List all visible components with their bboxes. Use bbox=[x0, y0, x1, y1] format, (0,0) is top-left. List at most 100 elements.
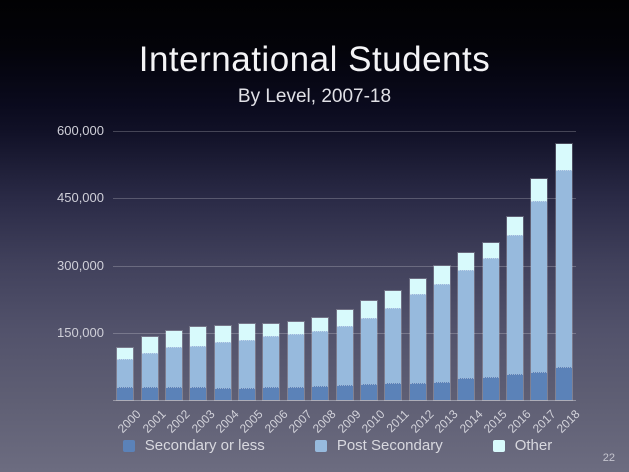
bar-segment-post-secondary bbox=[409, 293, 426, 383]
bar-segment-secondary-or-less bbox=[507, 374, 524, 400]
bar-segment-secondary-or-less bbox=[433, 381, 450, 400]
bar-segment-other bbox=[239, 324, 256, 340]
y-axis-tick-label: 600,000 bbox=[57, 123, 104, 138]
slide-subtitle: By Level, 2007-18 bbox=[237, 86, 392, 107]
bar-stack-2003 bbox=[189, 326, 208, 401]
bar-segment-secondary-or-less bbox=[531, 371, 548, 400]
bar-segment-other bbox=[458, 252, 475, 270]
x-axis-label: 2016 bbox=[505, 407, 534, 436]
bar-stack-2008 bbox=[311, 317, 330, 401]
bar-segment-post-secondary bbox=[117, 359, 134, 388]
bar-segment-other bbox=[482, 243, 499, 258]
bar-segment-other bbox=[433, 265, 450, 284]
bar-segment-other bbox=[190, 327, 207, 346]
bar-segment-post-secondary bbox=[165, 346, 182, 387]
bar-stack-2010 bbox=[359, 300, 378, 401]
legend-label: Post Secondary bbox=[336, 437, 443, 454]
x-axis-label: 2007 bbox=[285, 407, 315, 436]
gridline bbox=[113, 131, 576, 132]
bar-stack-2015 bbox=[481, 242, 500, 401]
bar-segment-other bbox=[287, 322, 304, 334]
bar-segment-secondary-or-less bbox=[482, 377, 499, 400]
bar-segment-secondary-or-less bbox=[214, 387, 231, 400]
x-axis-line bbox=[113, 400, 576, 401]
bar-stack-2005 bbox=[238, 323, 257, 401]
x-axis-label: 2002 bbox=[164, 407, 193, 436]
legend-swatch-icon bbox=[122, 439, 135, 452]
bar-segment-secondary-or-less bbox=[165, 386, 182, 400]
y-axis-tick-label: 450,000 bbox=[57, 190, 104, 206]
x-axis-label: 2003 bbox=[188, 407, 218, 436]
x-axis-label: 2018 bbox=[553, 407, 583, 436]
bar-segment-other bbox=[409, 278, 426, 294]
bar-stack-2001 bbox=[140, 336, 159, 401]
bar-segment-secondary-or-less bbox=[287, 387, 304, 400]
chart-legend: Secondary or less Post Secondary Other bbox=[0, 437, 629, 454]
bar-segment-post-secondary bbox=[385, 307, 402, 384]
bar-segment-post-secondary bbox=[433, 283, 450, 382]
bar-segment-other bbox=[531, 179, 548, 201]
bar-segment-post-secondary bbox=[263, 335, 280, 388]
legend-item: Other bbox=[492, 437, 553, 454]
bar-segment-secondary-or-less bbox=[360, 384, 377, 400]
bar-segment-post-secondary bbox=[531, 200, 548, 372]
bar-segment-other bbox=[214, 325, 231, 342]
bar-stack-2000 bbox=[116, 346, 135, 402]
bar-stack-2004 bbox=[213, 324, 232, 402]
bar-stack-2016 bbox=[506, 215, 525, 402]
x-axis-label: 2005 bbox=[237, 407, 266, 436]
bar-segment-secondary-or-less bbox=[385, 383, 402, 400]
bar-segment-secondary-or-less bbox=[190, 387, 207, 400]
bar-stack-2011 bbox=[384, 289, 403, 402]
y-axis-tick-label: 150,000 bbox=[57, 324, 104, 340]
x-axis-label: 2001 bbox=[139, 407, 169, 436]
bar-segment-other bbox=[507, 216, 524, 236]
x-axis-label: 2000 bbox=[115, 407, 145, 436]
bar-segment-secondary-or-less bbox=[312, 385, 329, 400]
legend-item: Post Secondary bbox=[314, 437, 443, 454]
bar-segment-post-secondary bbox=[360, 317, 377, 385]
bar-stack-2009 bbox=[335, 309, 354, 401]
bar-segment-other bbox=[555, 143, 572, 170]
bar-stack-2012 bbox=[408, 277, 427, 402]
bar-stack-2002 bbox=[164, 329, 183, 402]
x-axis-label: 2013 bbox=[432, 407, 461, 436]
bar-segment-post-secondary bbox=[190, 345, 207, 387]
gridline bbox=[113, 265, 576, 267]
bar-segment-post-secondary bbox=[507, 235, 524, 375]
bar-segment-secondary-or-less bbox=[141, 386, 158, 400]
x-axis-label: 2011 bbox=[383, 407, 413, 436]
bar-segment-secondary-or-less bbox=[555, 366, 572, 400]
x-axis-label: 2014 bbox=[456, 407, 486, 436]
x-axis-label: 2004 bbox=[212, 407, 242, 436]
bar-stack-2014 bbox=[457, 251, 476, 402]
bar-segment-post-secondary bbox=[555, 169, 572, 367]
bar-segment-secondary-or-less bbox=[336, 385, 353, 400]
gridline bbox=[113, 198, 576, 200]
bar-segment-secondary-or-less bbox=[239, 387, 256, 400]
bar-segment-post-secondary bbox=[458, 269, 475, 379]
bar-segment-secondary-or-less bbox=[458, 378, 475, 400]
bar-segment-other bbox=[165, 330, 182, 347]
y-axis-tick-label: 300,000 bbox=[57, 257, 104, 273]
bar-segment-post-secondary bbox=[336, 326, 353, 386]
legend-item: Secondary or less bbox=[122, 437, 265, 454]
bar-stack-2018 bbox=[554, 142, 573, 402]
bar-stack-2007 bbox=[286, 321, 305, 401]
bar-segment-other bbox=[263, 323, 280, 336]
bar-segment-post-secondary bbox=[287, 333, 304, 387]
x-axis-label: 2006 bbox=[261, 407, 291, 436]
bar-stack-2017 bbox=[530, 178, 549, 401]
bar-segment-post-secondary bbox=[214, 341, 231, 388]
bar-segment-other bbox=[385, 290, 402, 308]
bar-segment-other bbox=[312, 318, 329, 331]
legend-label: Other bbox=[514, 437, 553, 454]
bar-segment-secondary-or-less bbox=[117, 387, 134, 400]
bar-segment-post-secondary bbox=[239, 339, 256, 388]
x-axis-label: 2012 bbox=[407, 407, 437, 436]
bar-segment-post-secondary bbox=[141, 352, 158, 387]
bar-segment-post-secondary bbox=[482, 257, 499, 378]
stacked-bar-chart: 600,000 450,000 300,000 150,000 2000 2001 2002… bbox=[57, 123, 583, 436]
bar-segment-secondary-or-less bbox=[263, 387, 280, 400]
